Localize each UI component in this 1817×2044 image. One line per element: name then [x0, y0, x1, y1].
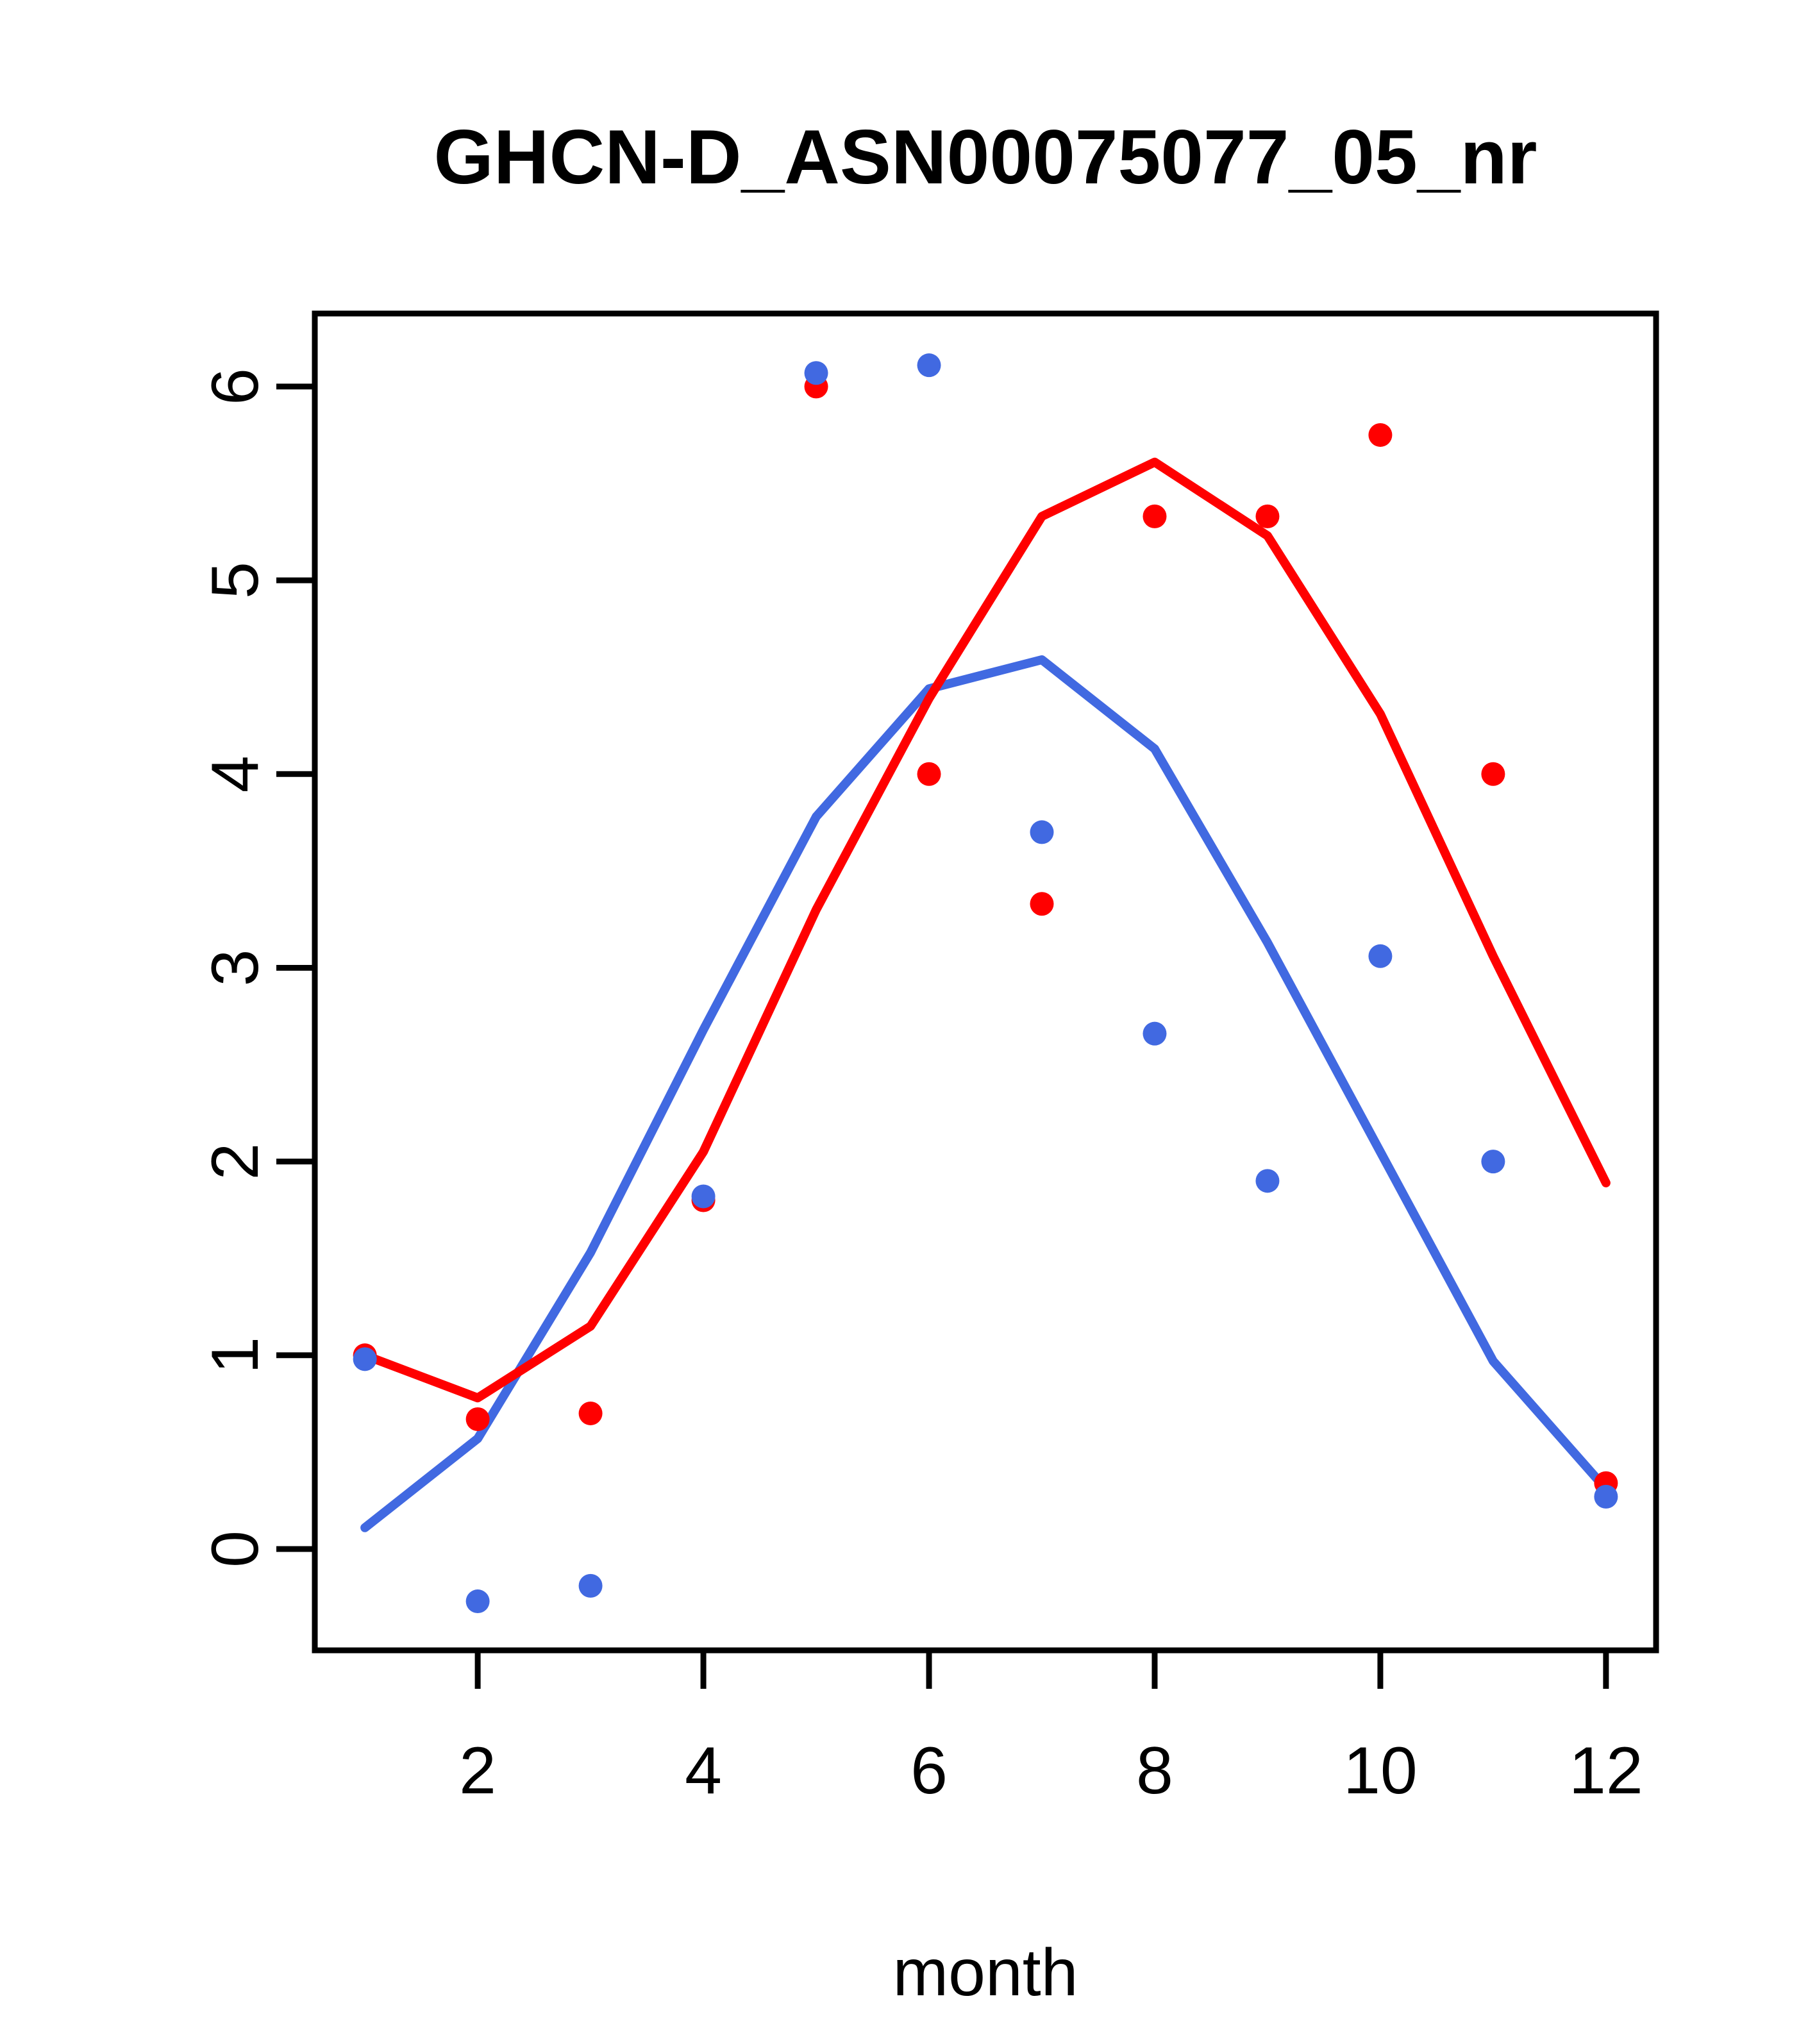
red-point	[578, 1401, 603, 1425]
blue-point	[353, 1347, 377, 1371]
x-axis-label: month	[892, 1936, 1078, 2010]
x-axis: 2 4 6 8 10 12	[459, 1650, 1643, 1808]
red-point	[1030, 892, 1054, 916]
blue-point	[1255, 1169, 1280, 1193]
plot-box	[312, 310, 1659, 1654]
x-tick-label: 2	[459, 1734, 496, 1808]
blue-point	[1481, 1150, 1505, 1174]
x-tick-label: 8	[1136, 1734, 1173, 1808]
x-tick-label: 12	[1569, 1734, 1643, 1808]
red-point	[1368, 423, 1393, 447]
plot-title: GHCN-D_ASN00075077_05_nr	[434, 114, 1537, 200]
x-tick-label: 4	[685, 1734, 722, 1808]
red-point	[465, 1407, 490, 1432]
blue-point	[1594, 1484, 1618, 1509]
red-line	[360, 457, 1611, 1403]
red-point	[1481, 762, 1505, 786]
y-axis: 0 1 2 3 4 5 6	[198, 368, 315, 1568]
x-tick-label: 6	[910, 1734, 948, 1808]
y-tick-label: 3	[198, 950, 272, 987]
red-point	[1143, 504, 1167, 528]
blue-point	[1030, 820, 1054, 844]
blue-point	[691, 1184, 716, 1209]
red-point	[1255, 504, 1280, 528]
y-tick-label: 1	[198, 1337, 272, 1374]
blue-line	[360, 655, 1611, 1532]
red-point	[917, 762, 941, 786]
blue-point	[1368, 944, 1393, 968]
blue-point	[1143, 1021, 1167, 1046]
y-tick-label: 0	[198, 1530, 272, 1568]
blue-point	[804, 361, 828, 385]
series-group	[353, 353, 1618, 1614]
blue-point	[465, 1589, 490, 1614]
y-tick-label: 4	[198, 755, 272, 792]
y-tick-label: 5	[198, 562, 272, 599]
y-tick-label: 2	[198, 1143, 272, 1180]
y-tick-label: 6	[198, 368, 272, 405]
blue-point	[578, 1573, 603, 1598]
x-tick-label: 10	[1343, 1734, 1418, 1808]
blue-point	[917, 353, 941, 378]
